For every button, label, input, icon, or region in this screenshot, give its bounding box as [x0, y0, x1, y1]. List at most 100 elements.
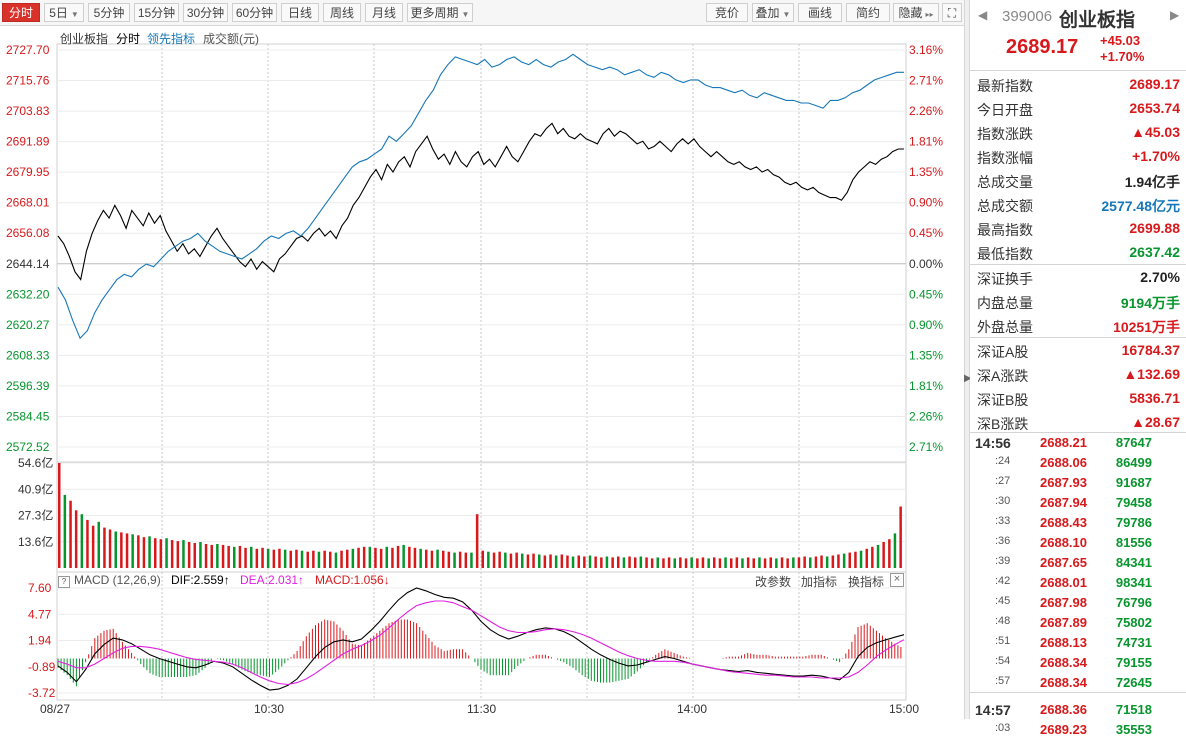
collapse-arrow-icon[interactable]: ▶ [964, 373, 972, 384]
pct-tick-label: 1.81% [909, 379, 943, 393]
volume-tick-label: 54.6亿 [18, 455, 53, 470]
volume-bar [176, 541, 180, 568]
tick-time: :54 [995, 655, 1011, 667]
tick-time: :27 [995, 475, 1011, 487]
volume-bar [391, 547, 394, 568]
panel-divider[interactable] [964, 0, 970, 719]
tick-price: 2688.36 [1040, 702, 1087, 717]
quote-row: 深证B股 5836.71 [970, 386, 1186, 410]
macd-switch-indicator-link[interactable]: 换指标 [848, 575, 885, 589]
separator [970, 692, 1186, 693]
volume-bar [684, 558, 688, 568]
tick-volume: 79155 [1115, 655, 1152, 670]
macd-close-icon[interactable]: × [890, 573, 904, 587]
volume-bar [346, 549, 349, 568]
quote-row-value: 5836.71 [1129, 390, 1180, 406]
volume-bar [876, 544, 880, 568]
quote-row-value: 1.94亿手 [1124, 174, 1180, 190]
volume-bar [662, 558, 665, 568]
tick-price: 2687.98 [1040, 595, 1087, 610]
tool-button-1[interactable]: 叠加 ▼ [752, 3, 794, 22]
pct-tick-label: 0.00% [909, 257, 943, 271]
period-tab-0[interactable]: 分时 [2, 3, 40, 22]
index-price-line [57, 122, 904, 281]
tick-volume: 81556 [1115, 535, 1152, 550]
period-tab-4[interactable]: 30分钟 [183, 3, 228, 22]
tick-row: :30 2687.94 79458 [970, 493, 1186, 513]
separator [970, 432, 1186, 433]
volume-bar [442, 550, 445, 568]
volume-bar [91, 525, 95, 568]
tool-button-3[interactable]: 简约 [846, 3, 890, 22]
tool-button-4[interactable]: 隐藏 ▸▸ [893, 3, 939, 22]
volume-bar [374, 547, 377, 568]
tick-time: :24 [995, 455, 1011, 467]
quote-row: 今日开盘 2653.74 [970, 96, 1186, 120]
dif-value: DIF:2.559↑ [171, 573, 230, 587]
quote-row: 外盘总量 10251万手 [970, 313, 1186, 337]
volume-bar [701, 557, 705, 568]
double-arrow-icon: ▸▸ [925, 10, 934, 19]
tick-volume: 84341 [1115, 555, 1152, 570]
volume-bar [295, 549, 298, 568]
period-tab-6[interactable]: 日线 [281, 3, 319, 22]
quote-row-label: 总成交量 [977, 174, 1033, 190]
quote-row-label: 最高指数 [977, 222, 1033, 238]
tool-button-2[interactable]: 画线 [798, 3, 842, 22]
tool-button-label: 叠加 [755, 6, 780, 20]
macd-add-indicator-link[interactable]: 加指标 [801, 575, 838, 589]
volume-bar [182, 540, 185, 568]
volume-bar [238, 545, 242, 568]
tick-volume: 76796 [1115, 595, 1152, 610]
tick-price: 2688.21 [1040, 435, 1087, 450]
price-tick-label: 2656.08 [6, 226, 50, 240]
volume-bar [639, 556, 643, 568]
tick-time: 14:56 [975, 435, 1011, 451]
pct-tick-label: 0.90% [909, 196, 943, 210]
volume-bar [283, 549, 287, 568]
period-tab-3[interactable]: 15分钟 [134, 3, 179, 22]
pct-tick-label: 0.90% [909, 318, 943, 332]
period-tab-5[interactable]: 60分钟 [232, 3, 277, 22]
volume-bar [504, 552, 507, 568]
prev-arrow-icon[interactable]: ◀ [978, 8, 988, 22]
tool-button-0[interactable]: 竞价 [706, 3, 748, 22]
volume-tick-label: 13.6亿 [18, 534, 53, 549]
volume-bar [628, 556, 631, 568]
volume-bar [408, 546, 411, 568]
quote-row-label: 今日开盘 [977, 102, 1033, 118]
period-tab-2[interactable]: 5分钟 [88, 3, 130, 22]
volume-bar [521, 553, 524, 568]
macd-indicator-label[interactable]: MACD (12,26,9) [74, 573, 161, 587]
last-price: 2689.17 [1006, 36, 1079, 58]
volume-bar [334, 552, 338, 568]
period-tab-8[interactable]: 月线 [365, 3, 403, 22]
time-axis-label: 15:00 [889, 702, 919, 716]
next-arrow-icon[interactable]: ▶ [1170, 8, 1180, 22]
volume-bar [498, 551, 501, 568]
quote-title-row: ◀ 399006 创业板指 ▶ [970, 0, 1186, 34]
volume-bar [233, 546, 236, 568]
volume-bar [210, 544, 213, 568]
separator [970, 70, 1186, 71]
volume-bar [809, 557, 812, 568]
period-tab-7[interactable]: 周线 [323, 3, 361, 22]
tick-row: :39 2687.65 84341 [970, 553, 1186, 573]
volume-bar [63, 494, 67, 568]
price-tick-label: 2596.39 [6, 379, 50, 393]
period-tab-9[interactable]: 更多周期 ▼ [407, 3, 473, 22]
macd-settings-icon[interactable]: ? [58, 576, 70, 588]
quote-row-value: 9194万手 [1120, 295, 1180, 311]
volume-bar [538, 554, 541, 568]
expand-icon[interactable]: ⛶ [942, 3, 962, 22]
volume-bar [120, 532, 123, 568]
tick-row: :36 2688.10 81556 [970, 533, 1186, 553]
volume-bar [571, 556, 575, 568]
volume-bar [690, 557, 693, 568]
quote-row: 指数涨幅 +1.70% [970, 144, 1186, 168]
period-tab-1[interactable]: 5日 ▼ [44, 3, 84, 22]
tick-row: :33 2688.43 79786 [970, 513, 1186, 533]
volume-bar [266, 548, 270, 568]
macd-edit-params-link[interactable]: 改参数 [755, 575, 792, 589]
period-tab-label: 5分钟 [93, 6, 125, 20]
